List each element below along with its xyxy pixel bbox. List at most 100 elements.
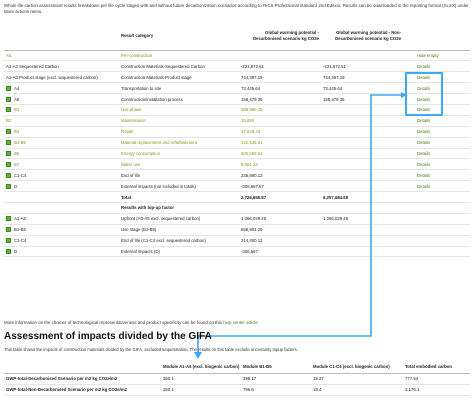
non-decarbonised-value <box>321 50 403 62</box>
more-info: More information on the choices of techn… <box>4 320 258 325</box>
details-link[interactable]: Details <box>417 129 431 135</box>
decarbonised-value: 1,066,029.45 <box>239 213 321 225</box>
category-cell: Use phase <box>119 104 239 116</box>
row-toggle-icon[interactable] <box>6 183 11 189</box>
details-link[interactable]: Details <box>417 63 431 69</box>
table-row: A1-A3 Sequestered Carbon Construction Mat… <box>4 60 470 73</box>
category-cell: Upfront (A0-A5 excl. sequestered carbon) <box>119 213 239 225</box>
decarbonised-value: 15,650 <box>239 115 321 127</box>
table-row: C1-C4 End of life 235,890.13 Details <box>4 169 470 182</box>
non-decarbonised-value <box>321 126 403 138</box>
help-center-link[interactable]: help center article <box>223 320 258 325</box>
col-result-category: Result category <box>119 22 239 51</box>
row-toggle-icon[interactable] <box>6 161 11 167</box>
decarbonised-value: 158,479.35 <box>239 93 321 105</box>
category-cell: External impacts (D) <box>119 246 239 258</box>
details-link[interactable]: Details <box>417 183 431 189</box>
gifa-col-header <box>4 360 161 374</box>
gifa-row: GWP-total-Decarbonised Scenario per m2 k… <box>4 373 470 385</box>
category-cell: External impacts (not included in totals… <box>119 180 239 193</box>
gifa-value: 19.27 <box>311 373 403 385</box>
non-decarbonised-value: 158,479.35 <box>321 93 403 105</box>
details-link[interactable]: Details <box>417 96 431 102</box>
gifa-value: 777.54 <box>403 373 470 385</box>
gifa-row: GWP-total-Non-Decarbonised Scenario per … <box>4 384 470 396</box>
gifa-value: 360.1 <box>161 373 241 385</box>
results-table: Result category Global warming potential… <box>4 22 470 258</box>
details-link[interactable]: Details <box>417 150 431 156</box>
gifa-value: 360.1 <box>161 384 241 396</box>
row-toggle-icon[interactable] <box>6 248 11 254</box>
non-decarbonised-value <box>321 137 403 149</box>
gifa-col-header: Module A1-A5 (excl. biogenic carbon) <box>161 360 241 374</box>
gifa-value: 796.6 <box>241 384 311 396</box>
table-row: B7 Water use 5,691.24 Details <box>4 158 470 171</box>
stage-label: B7 <box>14 161 20 167</box>
decarbonised-value: 585,990.25 <box>239 104 321 116</box>
details-link[interactable]: Details <box>417 85 431 91</box>
gifa-value: 398.17 <box>241 373 311 385</box>
non-decarbonised-value: 6,257,684.69 <box>321 191 403 203</box>
details-link[interactable]: Details <box>417 140 431 146</box>
row-toggle-icon[interactable] <box>6 172 11 178</box>
non-decarbonised-value: 1,066,029.45 <box>321 213 403 225</box>
category-cell: Use stage (B1-B5) <box>119 224 239 236</box>
table-row: B4-B5 Material replacement and refurbishm… <box>4 137 470 149</box>
table-row: A5 Pre-construction Hide empty <box>4 50 470 62</box>
category-cell: Construction Materials-Sequestered Carbo… <box>119 60 239 73</box>
hide-empty-link[interactable]: Hide empty <box>417 52 439 58</box>
details-link[interactable]: Details <box>417 118 431 124</box>
table-row: A4 Transportation to site 73,445.64 73,445.… <box>4 82 470 95</box>
stage-label: B6 <box>14 150 20 156</box>
non-decarbonised-value <box>321 115 403 127</box>
non-decarbonised-value <box>321 148 403 160</box>
decarbonised-value: 606,569.61 <box>239 148 321 160</box>
row-toggle-icon[interactable] <box>6 107 11 113</box>
intro-text: Whole life carbon assessment results bre… <box>4 3 469 14</box>
row-toggle-icon[interactable] <box>6 85 11 91</box>
table-row: D External impacts (D) -306,667 <box>4 246 470 258</box>
category-cell: Construction Materials-Product stage <box>119 71 239 84</box>
decarbonised-value: 5,691.24 <box>239 158 321 171</box>
row-toggle-icon[interactable] <box>6 96 11 102</box>
category-cell: Pre-construction <box>119 50 239 62</box>
category-cell: Material replacement and refurbishment <box>119 137 239 149</box>
non-decarbonised-value <box>321 169 403 182</box>
category-cell: Maintenance <box>119 115 239 127</box>
stage-label: B1 <box>14 107 20 113</box>
stage-label: A5 <box>14 96 20 102</box>
row-toggle-icon[interactable] <box>6 238 11 244</box>
gifa-table: Module A1-A5 (excl. biogenic carbon) Modu… <box>4 360 470 396</box>
gifa-value: 1,176.1 <box>403 384 470 396</box>
details-link[interactable]: Details <box>417 74 431 80</box>
stage-label: A1-A3 Sequestered Carbon <box>6 63 59 69</box>
non-decarbonised-value <box>321 202 403 214</box>
table-row: Total 2,726,655.87 6,257,684.69 <box>4 191 470 203</box>
details-link[interactable]: Details <box>417 161 431 167</box>
details-link[interactable]: Details <box>417 172 431 178</box>
row-toggle-icon[interactable] <box>6 216 11 222</box>
non-decarbonised-value <box>321 180 403 193</box>
col-non-decarbonised: Global warming potential - Non-Decarboni… <box>321 22 403 51</box>
table-row: C1-C4 End of life (C1-C4 excl. sequestere… <box>4 235 470 247</box>
row-toggle-icon[interactable] <box>6 150 11 156</box>
non-decarbonised-value <box>321 246 403 258</box>
table-row: B2 Maintenance 15,650 Details <box>4 115 470 127</box>
table-row: B6 Energy consumption 606,569.61 Details <box>4 148 470 160</box>
category-cell: Repair <box>119 126 239 138</box>
table-row: B3 Repair 17,929.43 Details <box>4 126 470 138</box>
stage-label: C1-C4 <box>14 238 27 244</box>
non-decarbonised-value <box>321 104 403 116</box>
row-toggle-icon[interactable] <box>6 140 11 146</box>
decarbonised-value <box>239 50 321 62</box>
decarbonised-value: 73,445.64 <box>239 82 321 95</box>
stage-label: A5 <box>6 52 12 58</box>
decarbonised-value: 17,929.43 <box>239 126 321 138</box>
stage-label: C1-C4 <box>14 172 27 178</box>
row-toggle-icon[interactable] <box>6 227 11 233</box>
row-toggle-icon[interactable] <box>6 129 11 135</box>
decarbonised-value: -306,667.67 <box>239 180 321 193</box>
details-link[interactable]: Details <box>417 107 431 113</box>
gifa-value: 19.4 <box>311 384 403 396</box>
stage-label: A1-A5 <box>14 216 26 222</box>
